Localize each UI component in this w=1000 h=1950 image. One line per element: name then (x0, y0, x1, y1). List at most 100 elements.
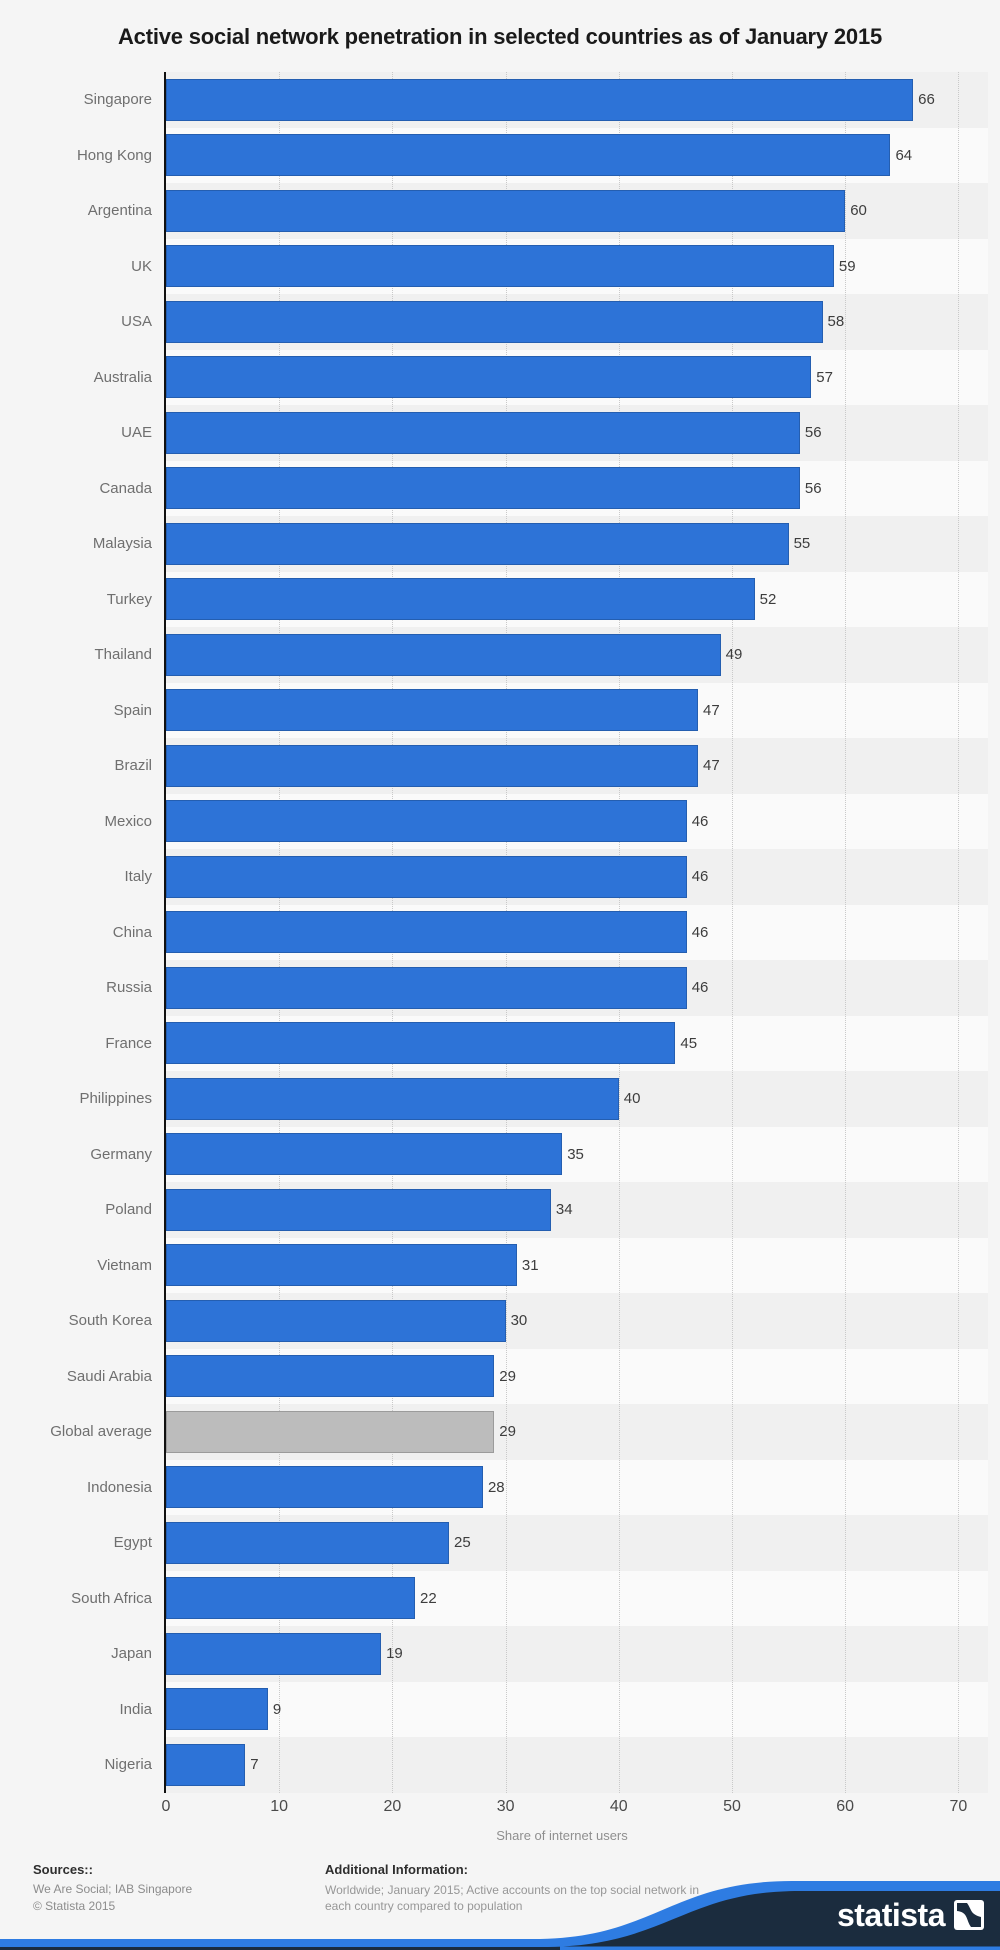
bar-row: Italy 46 (0, 849, 1000, 905)
x-tick-label: 10 (270, 1798, 289, 1815)
category-label: Canada (99, 479, 152, 497)
bar-row: Thailand 49 (0, 627, 1000, 683)
bar-value-label: 60 (850, 202, 867, 219)
bar (166, 1577, 416, 1620)
bar-value-label: 35 (567, 1145, 584, 1163)
bar (166, 578, 755, 621)
x-tick-label: 20 (383, 1798, 402, 1815)
bar (166, 189, 846, 232)
additional-info-text: Worldwide; January 2015; Active accounts… (325, 1883, 699, 1913)
bar (166, 800, 687, 843)
bar-row: USA 58 (0, 294, 1000, 350)
bar (166, 1355, 495, 1398)
statista-wave-banner (0, 1881, 1000, 1950)
bar-value-label: 19 (386, 1645, 403, 1662)
bar-row: India 9 (0, 1682, 1000, 1738)
category-label: Germany (90, 1145, 152, 1163)
category-label: Thailand (94, 646, 152, 663)
copyright-line: © Statista 2015 (33, 1899, 116, 1913)
bar-row: France 45 (0, 1016, 1000, 1072)
bar-row: UK 59 (0, 239, 1000, 295)
x-tick-label: 0 (161, 1798, 171, 1815)
bar-value-label: 56 (804, 424, 822, 441)
bar-value-label: 34 (555, 1201, 573, 1218)
bar (166, 411, 800, 454)
category-label: Mexico (104, 812, 152, 830)
bar-row: Philippines 40 (0, 1071, 1000, 1127)
bar (166, 1688, 268, 1731)
bar (166, 78, 914, 121)
statista-wordmark: statista (836, 1897, 946, 1933)
sources-line: We Are Social; IAB Singapore (33, 1882, 193, 1896)
category-label: South Korea (68, 1312, 152, 1329)
bar-value-label: 22 (420, 1589, 437, 1607)
additional-info-label: Additional Information: (325, 1862, 468, 1877)
bar-row: Germany 35 (0, 1127, 1000, 1183)
category-label: India (119, 1700, 152, 1718)
bar-row: South Korea 30 (0, 1293, 1000, 1349)
category-label: Russia (106, 979, 152, 996)
bar-row: Malaysia 55 (0, 516, 1000, 572)
bar (166, 689, 699, 732)
x-tick-label: 70 (949, 1798, 968, 1815)
category-label: Australia (93, 368, 152, 386)
bar-value-label: 46 (691, 979, 709, 996)
category-label: Nigeria (104, 1756, 152, 1773)
chart-title: Active social network penetration in sel… (117, 24, 883, 49)
row-stripe (166, 1681, 988, 1737)
category-label: Poland (105, 1201, 152, 1218)
bar-value-label: 59 (838, 257, 856, 275)
x-tick-label: 50 (723, 1798, 741, 1815)
bar-value-label: 52 (759, 590, 777, 608)
bar-row: Australia 57 (0, 350, 1000, 406)
category-label: Philippines (79, 1090, 152, 1107)
bar-value-label: 55 (793, 535, 811, 552)
category-label: Saudi Arabia (66, 1367, 152, 1385)
bar (166, 1077, 619, 1120)
bar (166, 134, 891, 177)
bar (166, 467, 800, 510)
bar-value-label: 57 (816, 368, 833, 386)
bar (166, 1133, 563, 1176)
bar (166, 1188, 551, 1231)
bar (166, 1299, 506, 1342)
category-label: Egypt (113, 1534, 152, 1551)
bar (166, 300, 823, 343)
bar-row: Saudi Arabia 29 (0, 1349, 1000, 1405)
category-label: South Africa (71, 1589, 152, 1607)
bar-value-label: 56 (804, 479, 822, 497)
category-label: Vietnam (97, 1256, 152, 1274)
bar-value-label: 47 (703, 757, 720, 774)
bar-value-label: 29 (499, 1423, 516, 1440)
category-label: USA (121, 313, 152, 330)
bar-row: Global average 29 (0, 1404, 1000, 1460)
x-tick-label: 40 (609, 1798, 628, 1815)
bar (166, 633, 721, 676)
sources-label: Sources:: (33, 1862, 93, 1877)
category-label: Spain (113, 701, 152, 719)
row-stripe (166, 1737, 988, 1793)
bar (166, 1521, 449, 1564)
bar (166, 1632, 382, 1675)
statista-wave-icon (954, 1900, 984, 1930)
bar-row: Hong Kong 64 (0, 128, 1000, 184)
bar-value-label: 30 (510, 1312, 528, 1329)
bar (166, 855, 687, 898)
bar (166, 744, 699, 787)
bar-row: Canada 56 (0, 461, 1000, 517)
bar-row: Brazil 47 (0, 738, 1000, 794)
bar-value-label: 29 (499, 1367, 516, 1385)
bar-row: Vietnam 31 (0, 1238, 1000, 1294)
bar (166, 1743, 246, 1786)
bar (166, 966, 687, 1009)
bar-value-label: 46 (691, 812, 709, 830)
category-label: Italy (124, 868, 152, 885)
gridline-60 (845, 72, 847, 1793)
bar (166, 1466, 483, 1509)
bar (166, 1244, 517, 1287)
bar (166, 245, 834, 288)
category-label: Global average (50, 1423, 152, 1440)
category-label: Turkey (106, 590, 152, 608)
bar-row: Indonesia 28 (0, 1460, 1000, 1516)
